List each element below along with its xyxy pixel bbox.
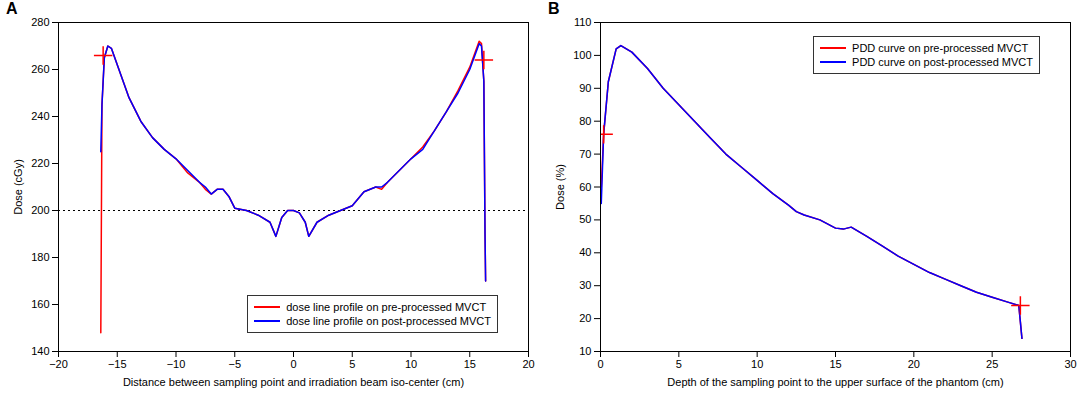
- svg-text:220: 220: [31, 157, 49, 169]
- svg-text:80: 80: [579, 115, 591, 127]
- svg-text:5: 5: [349, 358, 355, 370]
- html-text:B: B: [548, 0, 560, 17]
- svg-text:15: 15: [464, 358, 476, 370]
- svg-text:180: 180: [31, 251, 49, 263]
- svg-text:110: 110: [574, 16, 592, 28]
- svg-text:25: 25: [986, 358, 998, 370]
- svg-text:15: 15: [829, 358, 841, 370]
- svg-text:5: 5: [676, 358, 682, 370]
- svg-text:30: 30: [579, 279, 591, 291]
- svg-text:40: 40: [579, 246, 591, 258]
- svg-text:−10: −10: [167, 358, 186, 370]
- svg-text:60: 60: [579, 181, 591, 193]
- svg-text:160: 160: [31, 298, 49, 310]
- svg-text:200: 200: [31, 204, 49, 216]
- html-text:PDD curve on post-processed MV: PDD curve on post-processed MVCT: [852, 56, 1033, 68]
- svg-text:90: 90: [579, 82, 591, 94]
- svg-text:260: 260: [31, 63, 49, 75]
- svg-text:280: 280: [31, 16, 49, 28]
- svg-text:30: 30: [1064, 358, 1076, 370]
- svg-text:−15: −15: [108, 358, 127, 370]
- html-text:A: A: [6, 0, 18, 17]
- svg-text:Distance between sampling poin: Distance between sampling point and irra…: [123, 376, 464, 388]
- html-text:dose line profile on post-proc: dose line profile on post-processed MVCT: [286, 315, 491, 327]
- svg-text:10: 10: [751, 358, 763, 370]
- svg-text:Dose (cGy): Dose (cGy): [12, 159, 24, 215]
- svg-text:70: 70: [579, 148, 591, 160]
- svg-text:−20: −20: [49, 358, 68, 370]
- svg-text:20: 20: [579, 312, 591, 324]
- svg-text:Depth of the sampling point to: Depth of the sampling point to the upper…: [667, 376, 1003, 388]
- html-text:PDD curve on pre-processed MVC: PDD curve on pre-processed MVCT: [852, 42, 1029, 54]
- svg-text:240: 240: [31, 110, 49, 122]
- svg-text:20: 20: [522, 358, 534, 370]
- html-text:dose line profile on pre-proce: dose line profile on pre-processed MVCT: [286, 301, 487, 313]
- svg-text:10: 10: [405, 358, 417, 370]
- svg-text:100: 100: [573, 49, 591, 61]
- svg-text:−5: −5: [228, 358, 241, 370]
- svg-text:0: 0: [290, 358, 296, 370]
- svg-text:140: 140: [31, 345, 49, 357]
- svg-text:0: 0: [597, 358, 603, 370]
- svg-text:10: 10: [579, 345, 591, 357]
- svg-text:50: 50: [579, 213, 591, 225]
- svg-text:20: 20: [908, 358, 920, 370]
- svg-text:Dose (%): Dose (%): [554, 164, 566, 210]
